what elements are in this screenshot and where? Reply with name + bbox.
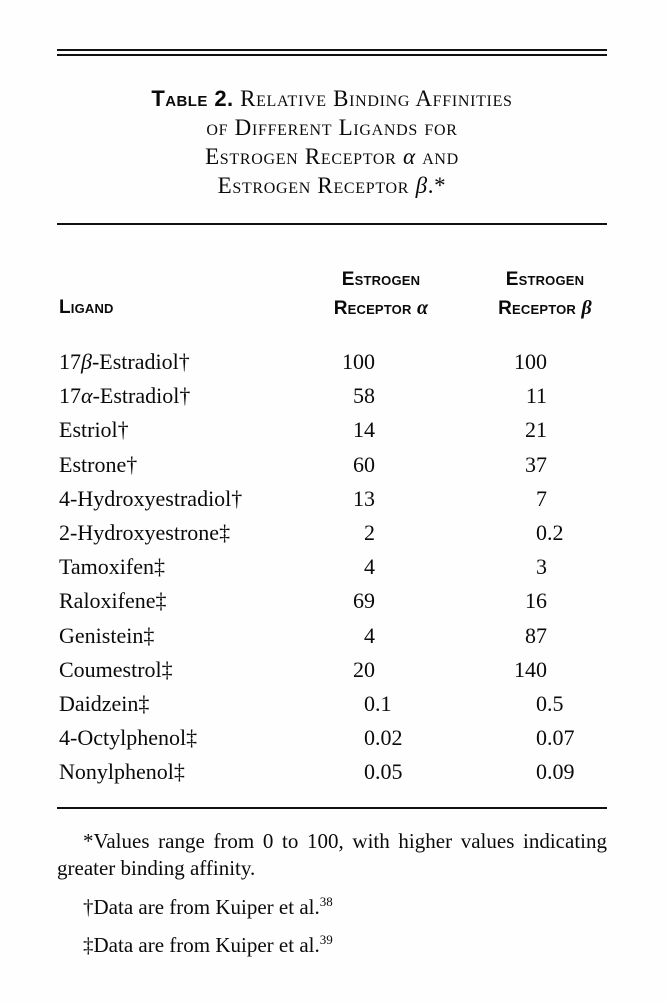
receptor-alpha-value: 0 xyxy=(364,725,375,751)
receptor-alpha-value: 2 xyxy=(364,519,375,545)
table-rows: 17β-Estradiol† 100 100 17α-Estradiol† 58 11 Es… xyxy=(57,345,607,789)
footnote-marker: * xyxy=(83,829,94,853)
table-row: 17α-Estradiol† 58 11 xyxy=(57,379,607,413)
column-header-line: Estrogen xyxy=(505,269,585,290)
receptor-beta-value-decimal: .5 xyxy=(547,690,564,716)
ligand-cell: Raloxifene‡ xyxy=(59,588,167,614)
receptor-beta-value: 21 xyxy=(525,417,547,443)
table-row: Nonylphenol‡ 0.05 0.09 xyxy=(57,755,607,789)
footnote-dagger: †Data are from Kuiper et al.38 xyxy=(57,894,607,921)
column-header-receptor-beta: Estrogen Receptor β xyxy=(435,266,655,323)
receptor-alpha-value: 0 xyxy=(364,759,375,785)
receptor-beta-value: 3 xyxy=(536,554,547,580)
header-top-rule xyxy=(57,223,607,225)
footnote-text: Data are from Kuiper et al. xyxy=(93,895,320,919)
table-title-text: Relative Binding Affinities xyxy=(240,86,513,111)
footnote-reference-number: 38 xyxy=(319,894,333,909)
table-row: 4-Octylphenol‡ 0.02 0.07 xyxy=(57,721,607,755)
receptor-beta-value-decimal: .07 xyxy=(547,725,575,751)
ligand-cell: Tamoxifen‡ xyxy=(59,554,165,580)
column-header-line: Receptor α xyxy=(333,297,429,319)
table-bottom-rule xyxy=(57,807,607,809)
receptor-alpha-value: 58 xyxy=(353,383,375,409)
ligand-cell: Estrone† xyxy=(59,451,138,477)
table-row: Tamoxifen‡ 4 3 xyxy=(57,550,607,584)
receptor-alpha-value: 4 xyxy=(364,622,375,648)
ligand-cell: Nonylphenol‡ xyxy=(59,759,185,785)
receptor-alpha-value-decimal: .02 xyxy=(375,725,403,751)
receptor-alpha-value-decimal: .05 xyxy=(375,759,403,785)
footnote-text: Values range from 0 to 100, with higher … xyxy=(57,829,607,880)
footnote-asterisk: *Values range from 0 to 100, with higher… xyxy=(57,828,607,882)
table-row: 4-Hydroxyestradiol† 13 7 xyxy=(57,482,607,516)
receptor-alpha-value: 14 xyxy=(353,417,375,443)
top-double-rule xyxy=(57,49,607,56)
receptor-beta-value: 7 xyxy=(536,485,547,511)
receptor-alpha-value: 13 xyxy=(353,485,375,511)
receptor-beta-value: 0 xyxy=(536,725,547,751)
receptor-beta-value: 11 xyxy=(525,383,547,409)
ligand-cell: 17β-Estradiol† xyxy=(59,349,190,374)
table-title-line: Estrogen Receptor β.* xyxy=(217,173,447,198)
column-header-line: Estrogen xyxy=(341,269,421,290)
receptor-alpha-value: 20 xyxy=(353,656,375,682)
ligand-cell: 4-Hydroxyestradiol† xyxy=(59,485,243,511)
receptor-alpha-value: 4 xyxy=(364,554,375,580)
receptor-beta-value-decimal: .09 xyxy=(547,759,575,785)
receptor-beta-value: 0 xyxy=(536,519,547,545)
table-row: Daidzein‡ 0.1 0.5 xyxy=(57,687,607,721)
table-title-line: Estrogen Receptor α and xyxy=(205,144,459,169)
footnote-marker: ‡ xyxy=(83,933,94,957)
receptor-beta-value-decimal: .2 xyxy=(547,519,564,545)
table-row: Genistein‡ 4 87 xyxy=(57,619,607,653)
receptor-alpha-value-decimal: .1 xyxy=(375,690,392,716)
footnote-text: Data are from Kuiper et al. xyxy=(93,933,320,957)
receptor-alpha-value: 100 xyxy=(342,349,375,374)
table-row: 17β-Estradiol† 100 100 xyxy=(57,345,607,379)
table-row: Raloxifene‡ 69 16 xyxy=(57,584,607,618)
footnote-double-dagger: ‡Data are from Kuiper et al.39 xyxy=(57,932,607,959)
receptor-beta-value: 140 xyxy=(514,656,547,682)
table-title: Table 2. Relative Binding Affinities of … xyxy=(57,84,607,200)
table-row: Estriol† 14 21 xyxy=(57,413,607,447)
column-header-receptor-alpha: Estrogen Receptor α xyxy=(271,266,491,323)
table-title-line: of Different Ligands for xyxy=(206,115,458,140)
receptor-beta-value: 0 xyxy=(536,690,547,716)
receptor-beta-value: 0 xyxy=(536,759,547,785)
ligand-cell: Daidzein‡ xyxy=(59,690,150,716)
footnote-marker: † xyxy=(83,895,94,919)
ligand-cell: 4-Octylphenol‡ xyxy=(59,725,198,751)
footnote-reference-number: 39 xyxy=(319,932,333,947)
ligand-cell: Genistein‡ xyxy=(59,622,155,648)
table-title-line: Table 2. Relative Binding Affinities xyxy=(57,84,607,113)
receptor-alpha-value: 60 xyxy=(353,451,375,477)
receptor-alpha-value: 69 xyxy=(353,588,375,614)
table-row: Coumestrol‡ 20 140 xyxy=(57,653,607,687)
ligand-cell: Coumestrol‡ xyxy=(59,656,173,682)
receptor-beta-value: 100 xyxy=(514,349,547,374)
ligand-cell: 17α-Estradiol† xyxy=(59,383,191,409)
receptor-beta-value: 37 xyxy=(525,451,547,477)
table-row: Estrone† 60 37 xyxy=(57,448,607,482)
table-row: 2-Hydroxyestrone‡ 2 0.2 xyxy=(57,516,607,550)
receptor-beta-value: 16 xyxy=(525,588,547,614)
table-number-label: Table 2. xyxy=(151,86,234,111)
column-header-line: Receptor β xyxy=(498,297,592,319)
receptor-alpha-value: 0 xyxy=(364,690,375,716)
receptor-beta-value: 87 xyxy=(525,622,547,648)
ligand-cell: 2-Hydroxyestrone‡ xyxy=(59,519,231,545)
column-header-ligand: Ligand xyxy=(59,297,114,318)
ligand-cell: Estriol† xyxy=(59,417,129,443)
